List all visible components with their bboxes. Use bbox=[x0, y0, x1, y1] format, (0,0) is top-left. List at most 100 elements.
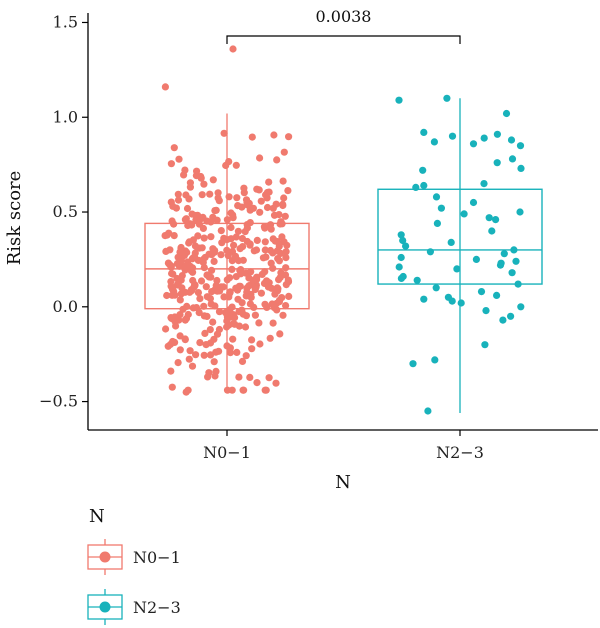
data-point bbox=[194, 211, 202, 219]
plot-area bbox=[144, 45, 543, 415]
data-point bbox=[236, 245, 244, 253]
y-tick-label: 0.5 bbox=[53, 202, 78, 221]
data-point bbox=[230, 241, 238, 249]
data-point bbox=[198, 191, 206, 199]
data-point bbox=[177, 290, 185, 298]
data-point bbox=[432, 284, 440, 292]
data-point bbox=[211, 247, 219, 255]
data-point bbox=[191, 280, 199, 289]
legend-key-dot bbox=[99, 601, 111, 613]
data-point bbox=[163, 291, 171, 300]
data-point bbox=[182, 388, 190, 396]
data-point bbox=[246, 373, 254, 381]
data-point bbox=[419, 166, 427, 174]
data-point bbox=[409, 360, 417, 368]
data-point bbox=[232, 161, 240, 169]
data-point bbox=[426, 248, 434, 256]
y-tick-label: 0.0 bbox=[53, 297, 78, 316]
data-point bbox=[282, 264, 290, 272]
data-point bbox=[443, 94, 451, 102]
data-point bbox=[447, 238, 455, 246]
data-point bbox=[220, 293, 228, 301]
data-point bbox=[507, 136, 516, 144]
data-point bbox=[212, 348, 220, 356]
data-point bbox=[485, 214, 493, 222]
data-point bbox=[433, 219, 441, 227]
data-point bbox=[397, 274, 405, 282]
y-axis: −0.5 0.0 0.5 1.0 1.5 bbox=[39, 12, 89, 430]
data-point bbox=[493, 159, 501, 167]
data-point bbox=[229, 45, 237, 53]
data-point bbox=[233, 194, 241, 202]
data-point bbox=[395, 96, 403, 104]
data-point bbox=[237, 270, 245, 278]
data-point bbox=[222, 161, 230, 170]
data-point bbox=[234, 295, 242, 303]
data-point bbox=[226, 288, 234, 296]
data-point bbox=[413, 276, 421, 284]
data-point bbox=[227, 223, 235, 232]
data-point bbox=[482, 307, 490, 315]
data-point bbox=[283, 241, 291, 249]
data-point bbox=[285, 292, 293, 300]
data-point bbox=[231, 252, 240, 260]
data-point bbox=[174, 359, 182, 367]
legend: N N0−1 N2−3 bbox=[87, 506, 181, 625]
data-point bbox=[181, 316, 189, 324]
data-point bbox=[453, 265, 461, 273]
data-point bbox=[205, 273, 213, 281]
data-point bbox=[266, 221, 275, 229]
data-point bbox=[232, 233, 240, 241]
data-point bbox=[170, 144, 178, 152]
data-point bbox=[233, 348, 241, 356]
data-point bbox=[499, 316, 507, 324]
data-point bbox=[270, 131, 278, 139]
data-point bbox=[200, 351, 208, 359]
data-point bbox=[260, 223, 268, 231]
data-point bbox=[189, 254, 197, 262]
data-point bbox=[234, 202, 242, 210]
data-point bbox=[210, 358, 218, 366]
data-point bbox=[272, 379, 280, 387]
data-point bbox=[213, 276, 221, 285]
data-point bbox=[279, 177, 287, 185]
data-point bbox=[213, 216, 221, 224]
data-point bbox=[493, 291, 501, 299]
data-point bbox=[217, 251, 225, 259]
data-point bbox=[180, 171, 188, 179]
data-point bbox=[282, 254, 290, 262]
group-0 bbox=[144, 45, 310, 396]
data-point bbox=[208, 266, 216, 274]
data-point bbox=[420, 295, 428, 303]
data-point bbox=[166, 340, 174, 349]
data-point bbox=[198, 244, 206, 252]
data-point bbox=[200, 302, 208, 310]
data-point bbox=[249, 204, 257, 212]
data-point bbox=[216, 287, 224, 295]
data-point bbox=[200, 312, 208, 320]
data-point bbox=[268, 284, 276, 292]
legend-item: N2−3 bbox=[87, 589, 181, 625]
data-point bbox=[177, 244, 185, 252]
data-point bbox=[207, 233, 215, 241]
data-point bbox=[206, 326, 214, 334]
data-point bbox=[261, 300, 269, 308]
data-point bbox=[256, 154, 264, 162]
data-point bbox=[174, 190, 182, 198]
data-point bbox=[218, 239, 226, 247]
data-point bbox=[240, 386, 248, 394]
legend-label: N2−3 bbox=[133, 598, 181, 617]
data-point bbox=[481, 341, 489, 349]
data-point bbox=[206, 351, 215, 359]
data-point bbox=[223, 216, 231, 224]
data-point bbox=[249, 276, 257, 284]
data-point bbox=[206, 295, 214, 303]
data-point bbox=[175, 316, 183, 324]
data-point bbox=[214, 194, 222, 202]
data-point bbox=[199, 224, 207, 232]
data-point bbox=[508, 155, 517, 163]
data-point bbox=[510, 246, 518, 254]
data-point bbox=[269, 319, 277, 327]
data-point bbox=[226, 274, 234, 282]
